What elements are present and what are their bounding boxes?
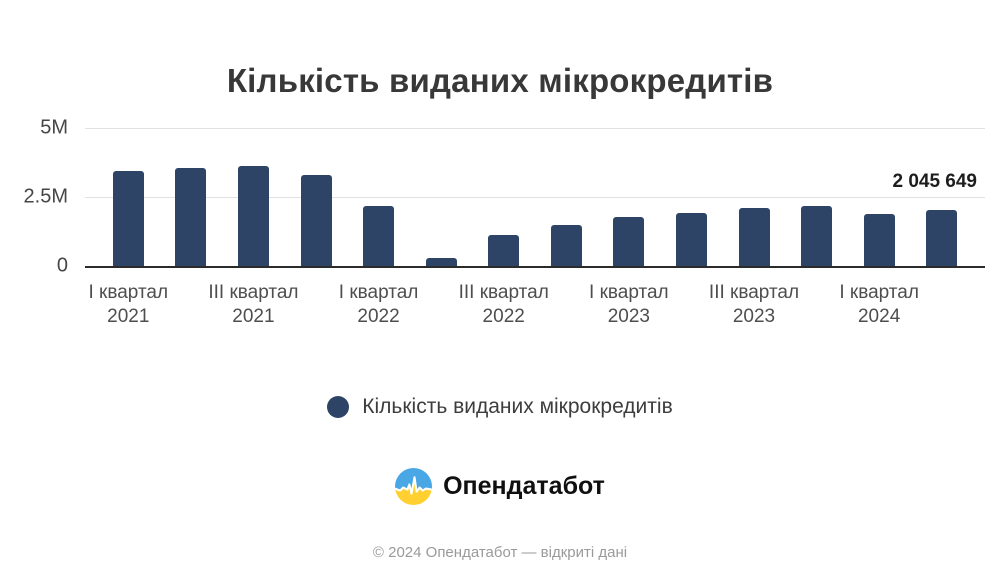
gridline-5m [85, 128, 985, 129]
x-tick-label: І квартал 2023 [589, 281, 669, 329]
x-tick-year: 2022 [357, 306, 400, 327]
x-tick-quarter: І квартал [338, 282, 419, 303]
last-bar-value-label: 2 045 649 [892, 171, 977, 192]
x-tick-label: І квартал 2024 [839, 281, 919, 329]
x-tick-quarter: ІІІ квартал [208, 282, 299, 303]
x-tick-year: 2024 [857, 306, 901, 327]
bar-slot [97, 128, 160, 266]
x-tick-label: ІІІ квартал 2023 [709, 281, 799, 329]
x-tick-year: 2023 [732, 306, 776, 327]
x-tick-label: ІІІ квартал 2022 [459, 281, 549, 329]
bar-slot [785, 128, 848, 266]
bar-10 [675, 213, 707, 266]
y-tick-label-2-5m: 2.5M [23, 185, 68, 208]
bar-13 [863, 214, 895, 266]
x-tick-quarter: ІІІ квартал [458, 282, 549, 303]
bar-slot [535, 128, 598, 266]
opendatabot-logo-text: Опендатабот [443, 472, 605, 500]
legend-label: Кількість виданих мікрокредитів [362, 395, 673, 418]
x-tick-year: 2022 [482, 306, 525, 327]
page-title: Кількість виданих мікрокредитів [226, 62, 774, 100]
bar-slot [222, 128, 285, 266]
bar-slot [472, 128, 535, 266]
x-tick-quarter: ІІІ квартал [708, 282, 800, 303]
legend: Кількість виданих мікрокредитів [0, 395, 1000, 419]
bars [85, 128, 985, 266]
x-tick-quarter: І квартал [88, 282, 169, 303]
bar-4 [300, 175, 332, 266]
x-tick-year: 2021 [107, 306, 150, 327]
bar-5 [363, 205, 395, 266]
bar-7 [488, 234, 520, 266]
y-tick-label-0: 0 [56, 254, 68, 277]
x-axis-ticks: І квартал 2021 ІІІ квартал 2021 І квартал 202… [85, 281, 985, 333]
bar-slot [347, 128, 410, 266]
plot-area: 2 045 649 [85, 128, 985, 268]
x-tick-quarter: І квартал [589, 282, 669, 303]
bar-3 [237, 165, 269, 266]
bar-9 [613, 216, 645, 266]
bar-slot [723, 128, 786, 266]
x-tick-year: 2021 [232, 306, 275, 327]
x-tick-label: ІІІ квартал 2021 [208, 281, 298, 329]
x-tick-label: І квартал 2021 [88, 281, 168, 329]
bar-slot [848, 128, 911, 266]
bar-1 [112, 170, 144, 266]
bar-slot [410, 128, 473, 266]
copyright-line: © 2024 Опендатабот — відкриті дані [372, 544, 628, 561]
x-tick-quarter: І квартал [839, 282, 919, 303]
bar-slot [160, 128, 223, 266]
opendatabot-logo-icon [395, 468, 433, 505]
bar-6 [425, 257, 457, 266]
gridline-2-5m [85, 197, 985, 198]
bar-12 [801, 205, 833, 266]
bar-11 [738, 207, 770, 266]
bar-slot [285, 128, 348, 266]
bar-slot [598, 128, 661, 266]
bar-2 [175, 167, 207, 266]
bar-8 [550, 224, 582, 266]
x-tick-year: 2023 [607, 306, 650, 327]
bar-slot [911, 128, 974, 266]
x-tick-label: І квартал 2022 [339, 281, 419, 329]
y-tick-label-5m: 5M [40, 116, 68, 139]
bar-chart: 5M 2.5M 0 2 045 649 І квартал 2021 ІІІ ква… [0, 115, 1000, 340]
bar-slot [660, 128, 723, 266]
bar-14 [926, 209, 958, 266]
legend-marker-icon [327, 396, 350, 418]
opendatabot-brand: Опендатабот [0, 468, 1000, 505]
